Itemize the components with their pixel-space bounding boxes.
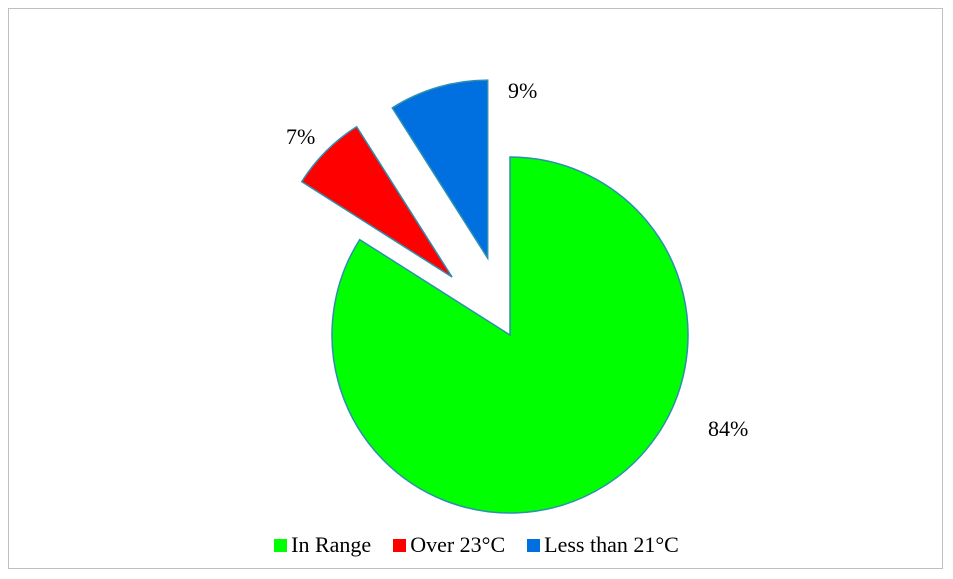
pie-labels: 84% 7% 9% (286, 78, 748, 441)
legend-label-over-23: Over 23°C (410, 532, 506, 557)
legend-swatch-less-than-21 (527, 538, 541, 552)
pie-slice-over-23 (300, 125, 453, 278)
legend-swatch-in-range (274, 538, 288, 552)
data-label-less-than-21: 9% (508, 78, 537, 103)
data-label-over-23: 7% (286, 124, 315, 149)
legend-label-less-than-21: Less than 21°C (544, 532, 679, 557)
legend: In Range Over 23°C Less than 21°C (0, 527, 953, 563)
legend-item-over-23: Over 23°C (393, 532, 505, 558)
legend-item-in-range: In Range (274, 532, 371, 558)
pie-slice-less-than-21 (391, 79, 489, 261)
pie-slices (300, 79, 689, 514)
legend-swatch-over-23 (393, 538, 407, 552)
legend-item-less-than-21: Less than 21°C (527, 532, 679, 558)
data-label-in-range: 84% (708, 416, 748, 441)
legend-label-in-range: In Range (291, 532, 372, 557)
pie-slice-in-range (331, 156, 689, 514)
